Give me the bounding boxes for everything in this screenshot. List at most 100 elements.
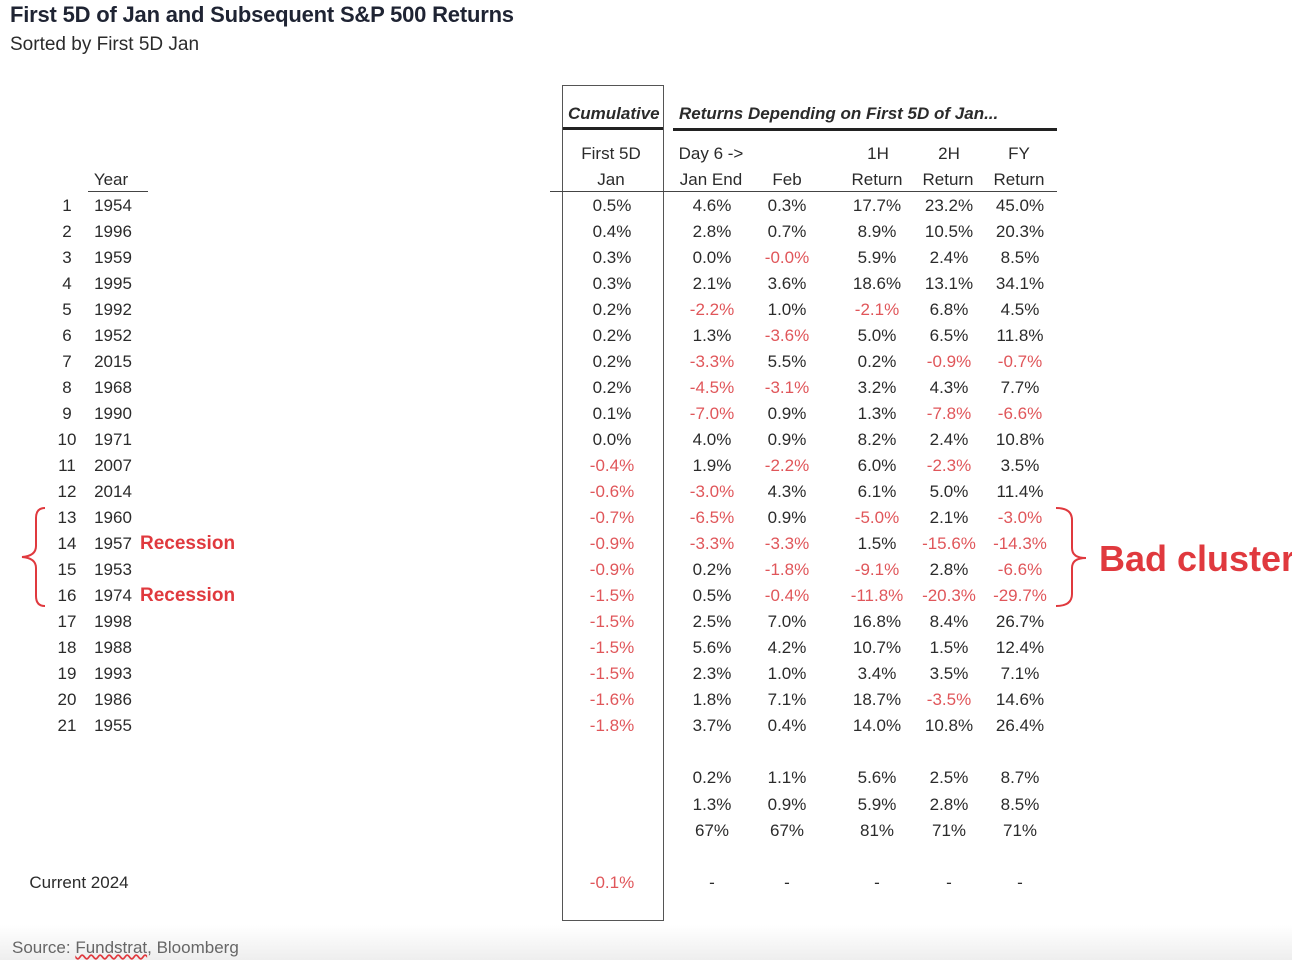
cell-feb: 0.7% bbox=[767, 222, 807, 241]
cell-2h-return: 3.5% bbox=[929, 664, 969, 683]
cell-feb: 1.0% bbox=[767, 664, 807, 683]
cell-2h-return: -3.5% bbox=[926, 690, 972, 709]
cell-first5d: 0.0% bbox=[592, 430, 632, 449]
cell-day6-janend: 2.5% bbox=[692, 612, 732, 631]
cell-feb: 0.3% bbox=[767, 196, 807, 215]
cell-first5d: -0.6% bbox=[589, 482, 635, 501]
cell-feb: 3.6% bbox=[767, 274, 807, 293]
cell-feb: 0.9% bbox=[767, 430, 807, 449]
cell-fy-return: -6.6% bbox=[997, 404, 1043, 423]
cell-fy-return: -29.7% bbox=[993, 586, 1047, 605]
cell-day6-janend: 0.2% bbox=[692, 560, 732, 579]
cell-fy-return: -14.3% bbox=[993, 534, 1047, 553]
cell-1h-return: 1.5% bbox=[857, 534, 897, 553]
cell-1h-return: -2.1% bbox=[854, 300, 900, 319]
header-first5d-line2: Jan bbox=[597, 170, 625, 189]
cell-1h-return: 10.7% bbox=[852, 638, 902, 657]
summary-day6-janend: 67% bbox=[694, 821, 730, 840]
cell-fy-return: 8.5% bbox=[1000, 248, 1040, 267]
cell-fy-return: 45.0% bbox=[995, 196, 1045, 215]
cell-row-index: 12 bbox=[57, 482, 77, 501]
header-fy-line2: Return bbox=[993, 170, 1045, 189]
cell-year: 2007 bbox=[94, 456, 132, 475]
cell-fy-return: 7.7% bbox=[1000, 378, 1040, 397]
cell-fy-return: 4.5% bbox=[1000, 300, 1040, 319]
cell-day6-janend: 2.3% bbox=[692, 664, 732, 683]
cell-fy-return: -6.6% bbox=[997, 560, 1043, 579]
cell-first5d: -0.7% bbox=[589, 508, 635, 527]
cell-first5d: 0.3% bbox=[592, 274, 632, 293]
cell-fy-return: 7.1% bbox=[1000, 664, 1040, 683]
cell-day6-janend: -2.2% bbox=[689, 300, 735, 319]
header-first5d-line1: First 5D bbox=[581, 144, 641, 163]
summary-2h-return: 2.8% bbox=[929, 795, 969, 814]
header-1h-line2: Return bbox=[851, 170, 903, 189]
cell-row-index: 14 bbox=[57, 534, 77, 553]
header-fy-line1: FY bbox=[1008, 144, 1030, 163]
cell-row-index: 4 bbox=[62, 274, 72, 293]
cell-first5d: 0.3% bbox=[592, 248, 632, 267]
cell-1h-return: 3.4% bbox=[857, 664, 897, 683]
cell-2h-return: 10.5% bbox=[924, 222, 974, 241]
cell-year: 1953 bbox=[94, 560, 132, 579]
cell-1h-return: 17.7% bbox=[852, 196, 902, 215]
cell-fy-return: 14.6% bbox=[995, 690, 1045, 709]
current-first5d: -0.1% bbox=[589, 873, 635, 892]
cell-2h-return: 5.0% bbox=[929, 482, 969, 501]
cell-first5d: 0.4% bbox=[592, 222, 632, 241]
cell-row-index: 17 bbox=[57, 612, 77, 631]
current-2h-return: - bbox=[946, 873, 952, 892]
cell-first5d: 0.2% bbox=[592, 300, 632, 319]
left-brace-icon bbox=[21, 507, 46, 607]
recession-label: Recession bbox=[140, 585, 236, 606]
cell-feb: -0.0% bbox=[764, 248, 810, 267]
cell-1h-return: 3.2% bbox=[857, 378, 897, 397]
cell-day6-janend: -4.5% bbox=[689, 378, 735, 397]
cell-row-index: 15 bbox=[57, 560, 77, 579]
summary-1h-return: 5.9% bbox=[857, 795, 897, 814]
current-fy-return: - bbox=[1017, 873, 1023, 892]
cell-feb: 0.4% bbox=[767, 716, 807, 735]
cell-1h-return: 18.7% bbox=[852, 690, 902, 709]
cell-2h-return: 10.8% bbox=[924, 716, 974, 735]
cell-day6-janend: -7.0% bbox=[689, 404, 735, 423]
current-label: Current 2024 bbox=[29, 873, 129, 892]
cell-day6-janend: 1.9% bbox=[692, 456, 732, 475]
cell-day6-janend: 5.6% bbox=[692, 638, 732, 657]
summary-day6-janend: 0.2% bbox=[692, 768, 732, 787]
cell-2h-return: 2.8% bbox=[929, 560, 969, 579]
cell-1h-return: 16.8% bbox=[852, 612, 902, 631]
cell-first5d: -1.5% bbox=[589, 586, 635, 605]
cell-1h-return: 5.0% bbox=[857, 326, 897, 345]
cell-row-index: 19 bbox=[57, 664, 77, 683]
cell-fy-return: 20.3% bbox=[995, 222, 1045, 241]
cell-fy-return: 12.4% bbox=[995, 638, 1045, 657]
bad-cluster-label: Bad cluster bbox=[1099, 538, 1292, 579]
cell-day6-janend: 2.1% bbox=[692, 274, 732, 293]
summary-feb: 1.1% bbox=[767, 768, 807, 787]
cell-feb: -3.6% bbox=[764, 326, 810, 345]
cell-day6-janend: 4.0% bbox=[692, 430, 732, 449]
cell-1h-return: 18.6% bbox=[852, 274, 902, 293]
current-day6-janend: - bbox=[709, 873, 715, 892]
header-feb: Feb bbox=[772, 170, 802, 189]
cell-1h-return: -9.1% bbox=[854, 560, 900, 579]
cell-fy-return: -0.7% bbox=[997, 352, 1043, 371]
cell-fy-return: 26.4% bbox=[995, 716, 1045, 735]
cell-feb: 7.0% bbox=[767, 612, 807, 631]
summary-2h-return: 71% bbox=[931, 821, 967, 840]
cell-day6-janend: 1.8% bbox=[692, 690, 732, 709]
cell-2h-return: -0.9% bbox=[926, 352, 972, 371]
header-2h-line2: Return bbox=[922, 170, 974, 189]
cell-first5d: 0.2% bbox=[592, 352, 632, 371]
cell-row-index: 18 bbox=[57, 638, 77, 657]
source-fundstrat: Fundstrat bbox=[75, 938, 148, 957]
summary-2h-return: 2.5% bbox=[929, 768, 969, 787]
summary-feb: 0.9% bbox=[767, 795, 807, 814]
cell-day6-janend: 3.7% bbox=[692, 716, 732, 735]
chart-title: First 5D of Jan and Subsequent S&P 500 R… bbox=[10, 2, 514, 27]
cell-first5d: 0.2% bbox=[592, 326, 632, 345]
cell-year: 1955 bbox=[94, 716, 132, 735]
cell-year: 1952 bbox=[94, 326, 132, 345]
